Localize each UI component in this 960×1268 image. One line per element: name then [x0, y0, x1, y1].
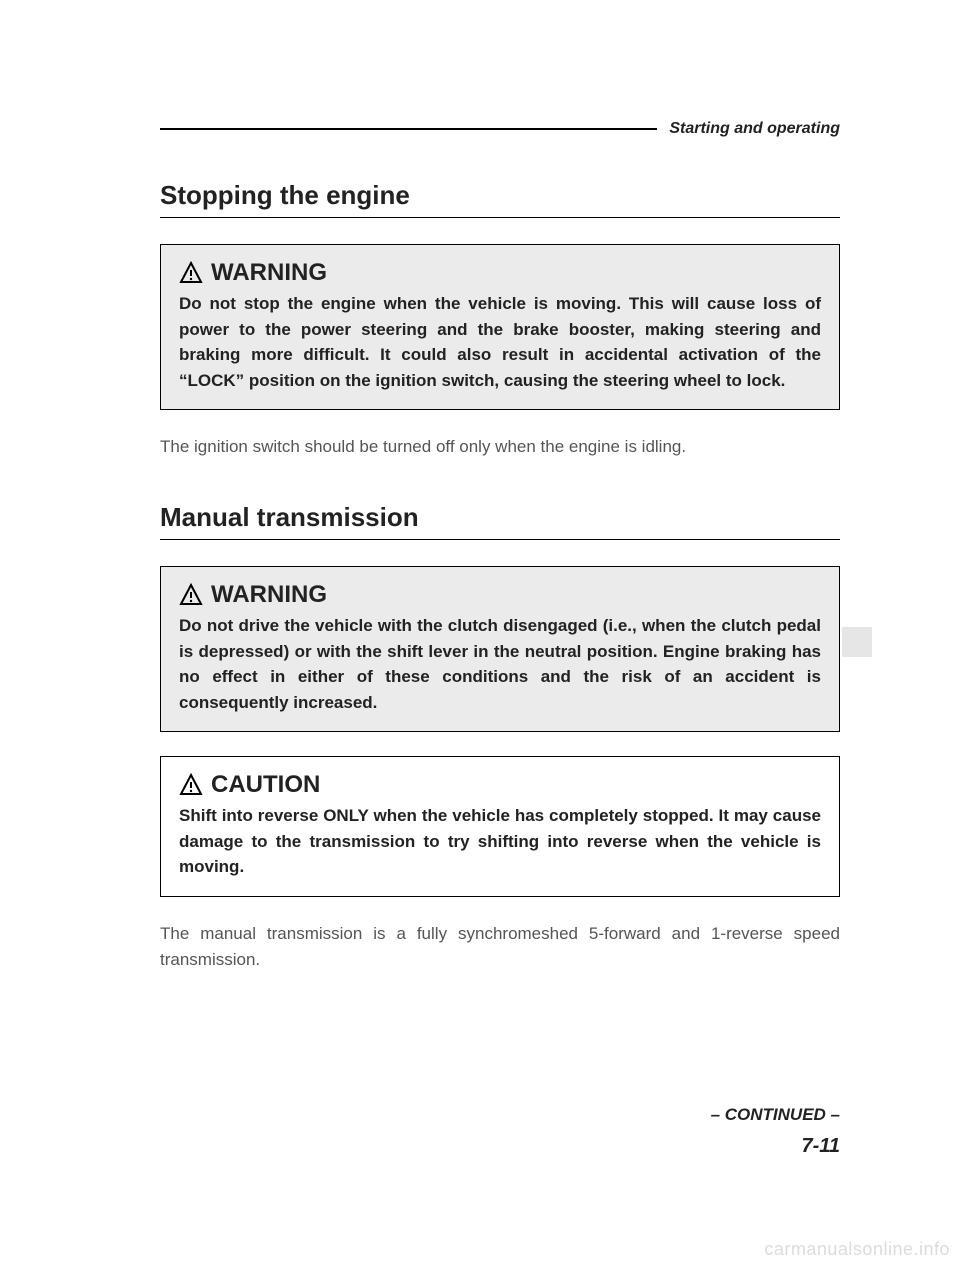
page-number: 7-11 — [711, 1135, 840, 1158]
caution-title-row: CAUTION — [179, 771, 821, 799]
heading-rule — [160, 217, 840, 218]
warning-body-stopping: Do not stop the engine when the vehicle … — [179, 291, 821, 393]
heading-manual: Manual transmission — [160, 502, 840, 533]
caution-title: CAUTION — [211, 771, 320, 799]
caution-box-manual: CAUTION Shift into reverse ONLY when the… — [160, 756, 840, 897]
warning-title-row: WARNING — [179, 581, 821, 609]
heading-rule — [160, 539, 840, 540]
caution-body-manual: Shift into reverse ONLY when the vehicle… — [179, 803, 821, 880]
warning-box-manual: WARNING Do not drive the vehicle with th… — [160, 566, 840, 732]
thumb-tab — [842, 627, 872, 657]
warning-icon — [179, 261, 203, 285]
warning-title: WARNING — [211, 581, 327, 609]
section-label: Starting and operating — [657, 120, 840, 138]
paragraph-manual: The manual transmission is a fully synch… — [160, 921, 840, 974]
paragraph-stopping: The ignition switch should be turned off… — [160, 434, 840, 460]
header-rule — [160, 128, 657, 130]
continued-label: – CONTINUED – — [711, 1105, 840, 1125]
page-content: Starting and operating Stopping the engi… — [0, 0, 960, 974]
warning-body-manual: Do not drive the vehicle with the clutch… — [179, 613, 821, 715]
warning-title-row: WARNING — [179, 259, 821, 287]
warning-box-stopping: WARNING Do not stop the engine when the … — [160, 244, 840, 410]
warning-title: WARNING — [211, 259, 327, 287]
warning-icon — [179, 773, 203, 797]
header-rule-row: Starting and operating — [160, 120, 840, 138]
page-footer: – CONTINUED – 7-11 — [711, 1105, 840, 1158]
watermark: carmanualsonline.info — [764, 1239, 950, 1260]
warning-icon — [179, 583, 203, 607]
heading-stopping: Stopping the engine — [160, 180, 840, 211]
